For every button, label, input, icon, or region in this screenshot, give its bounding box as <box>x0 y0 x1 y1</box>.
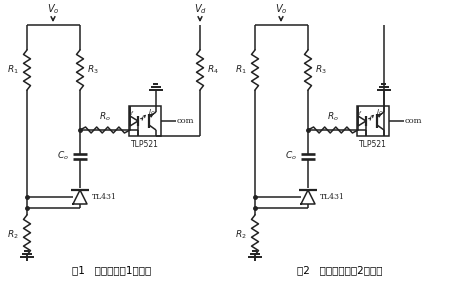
Text: com: com <box>404 117 422 125</box>
Text: $I_C$: $I_C$ <box>148 108 156 118</box>
Text: $C_o$: $C_o$ <box>57 150 69 162</box>
Text: TLP521: TLP521 <box>131 140 159 149</box>
Text: TLP521: TLP521 <box>358 140 386 149</box>
Text: TL431: TL431 <box>92 193 116 201</box>
Text: TL431: TL431 <box>319 193 344 201</box>
Bar <box>129 106 161 136</box>
Text: $R_1$: $R_1$ <box>235 64 247 76</box>
Text: com: com <box>177 117 194 125</box>
Text: $I_C$: $I_C$ <box>375 108 383 118</box>
Text: $R_2$: $R_2$ <box>7 229 19 241</box>
Text: $R_4$: $R_4$ <box>207 64 218 76</box>
Text: $R_o$: $R_o$ <box>326 110 338 123</box>
Text: $I_f$: $I_f$ <box>355 108 361 118</box>
Text: $R_2$: $R_2$ <box>235 229 247 241</box>
Text: $R_1$: $R_1$ <box>7 64 19 76</box>
Text: $R_3$: $R_3$ <box>87 64 99 76</box>
Text: $V_o$: $V_o$ <box>47 2 59 16</box>
Text: $I_f$: $I_f$ <box>127 108 134 118</box>
Text: $C_o$: $C_o$ <box>284 150 296 162</box>
Text: $V_d$: $V_d$ <box>193 2 206 16</box>
Text: $R_o$: $R_o$ <box>99 110 111 123</box>
Text: $R_3$: $R_3$ <box>314 64 326 76</box>
Bar <box>356 106 388 136</box>
Text: $V_o$: $V_o$ <box>274 2 287 16</box>
Text: 图2   光耦反馈的第2种接法: 图2 光耦反馈的第2种接法 <box>297 265 382 275</box>
Text: 图1   光耦反馈第1种接法: 图1 光耦反馈第1种接法 <box>72 265 152 275</box>
